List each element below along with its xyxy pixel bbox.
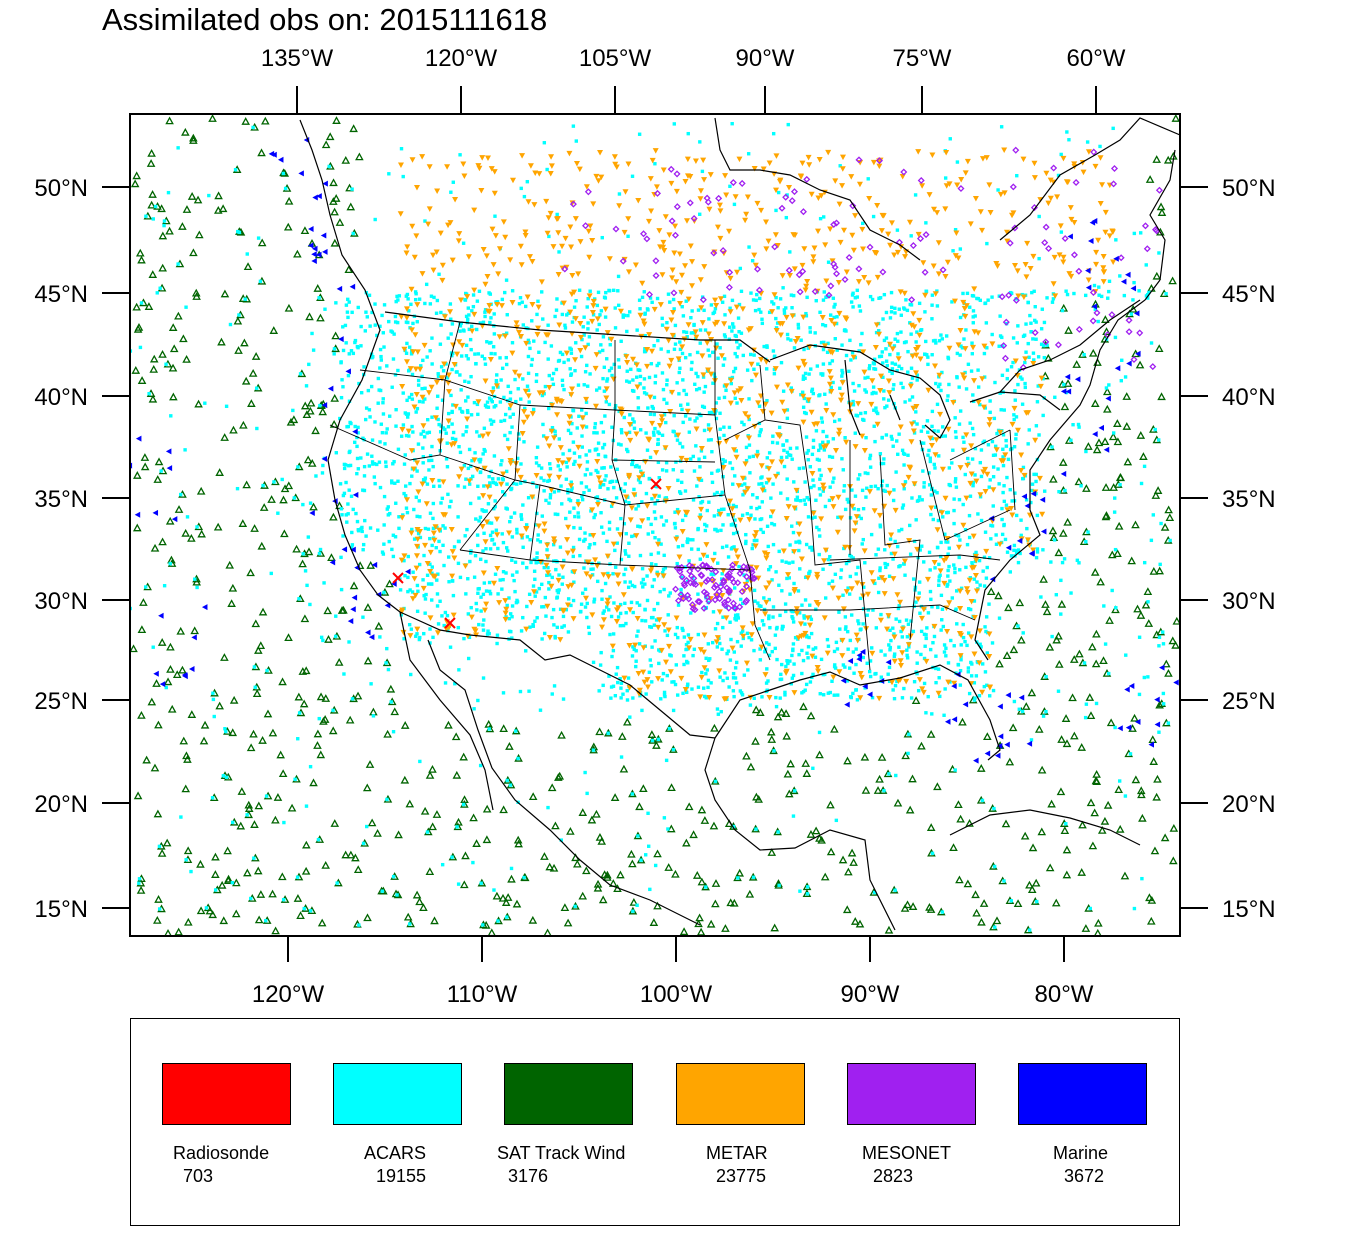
us-gulf-coast [714,664,1001,761]
axis-ticks [102,86,1208,962]
left-tick-label: 15°N [34,896,88,923]
legend: Radiosonde 703 ACARS 19155 SAT Track Win… [130,1018,1180,1226]
left-tick-label: 30°N [34,588,88,615]
observation-points-layer [130,114,1180,936]
top-tick-label: 90°W [736,45,795,72]
legend-swatch-radiosonde [162,1063,291,1125]
legend-label-mesonet: MESONET [862,1143,952,1163]
state-boundaries [329,321,1016,671]
right-tick-label: 45°N [1222,281,1276,308]
observation-map: 135°W 120°W 105°W 90°W 75°W 60°W 120°W 110°W 100… [34,45,1275,1008]
right-tick-label: 25°N [1222,688,1276,715]
right-tick-label: 30°N [1222,588,1276,615]
legend-label-radiosonde: Radiosonde [173,1143,270,1163]
left-tick-label: 25°N [34,688,88,715]
top-tick-label: 60°W [1067,45,1126,72]
legend-count-sat-track-wind: 3176 [508,1166,549,1186]
left-tick-label: 35°N [34,486,88,513]
axis-tick-labels: 135°W 120°W 105°W 90°W 75°W 60°W 120°W 110°W 100… [34,45,1275,1008]
bottom-tick-label: 90°W [841,981,900,1008]
geographic-boundaries-layer [299,117,1180,931]
map-title: Assimilated obs on: 2015111618 [102,2,548,37]
right-tick-label: 35°N [1222,486,1276,513]
hudson-bay-shore [714,117,921,261]
legend-swatch-sat-track-wind [504,1063,633,1125]
map-frame [129,113,1181,937]
top-tick-label: 105°W [579,45,652,72]
right-tick-label: 50°N [1222,175,1276,202]
left-tick-label: 50°N [34,175,88,202]
us-mexico-border [399,611,716,739]
legend-label-metar: METAR [706,1143,768,1163]
legend-count-acars: 19155 [376,1166,427,1186]
bottom-tick-label: 120°W [252,981,325,1008]
legend-swatch-metar [676,1063,805,1125]
legend-swatch-mesonet [847,1063,976,1125]
us-atlantic-coast [974,279,1161,661]
left-tick-label: 40°N [34,384,88,411]
legend-label-sat-track-wind: SAT Track Wind [497,1143,626,1163]
left-tick-label: 20°N [34,791,88,818]
legend-swatch-acars [333,1063,462,1125]
top-tick-label: 120°W [425,45,498,72]
top-tick-label: 75°W [893,45,952,72]
top-tick-label: 135°W [261,45,334,72]
bottom-tick-label: 110°W [447,981,518,1008]
legend-label-acars: ACARS [364,1143,427,1163]
great-lakes [769,344,1061,439]
left-tick-label: 45°N [34,281,88,308]
bottom-tick-label: 80°W [1035,981,1094,1008]
mexico-gulf-coast [704,737,896,931]
canada-coast [999,117,1180,281]
right-tick-label: 40°N [1222,384,1276,411]
cuba [949,809,1141,846]
right-tick-label: 15°N [1222,896,1276,923]
legend-swatch-marine [1018,1063,1147,1125]
right-tick-label: 20°N [1222,791,1276,818]
baja-california-coast [399,611,701,926]
legend-count-metar: 23775 [716,1166,767,1186]
coastline-west [299,119,401,613]
legend-count-marine: 3672 [1064,1166,1105,1186]
legend-count-radiosonde: 703 [183,1166,214,1186]
bottom-tick-label: 100°W [640,981,713,1008]
legend-count-mesonet: 2823 [873,1166,914,1186]
legend-label-marine: Marine [1053,1143,1109,1163]
